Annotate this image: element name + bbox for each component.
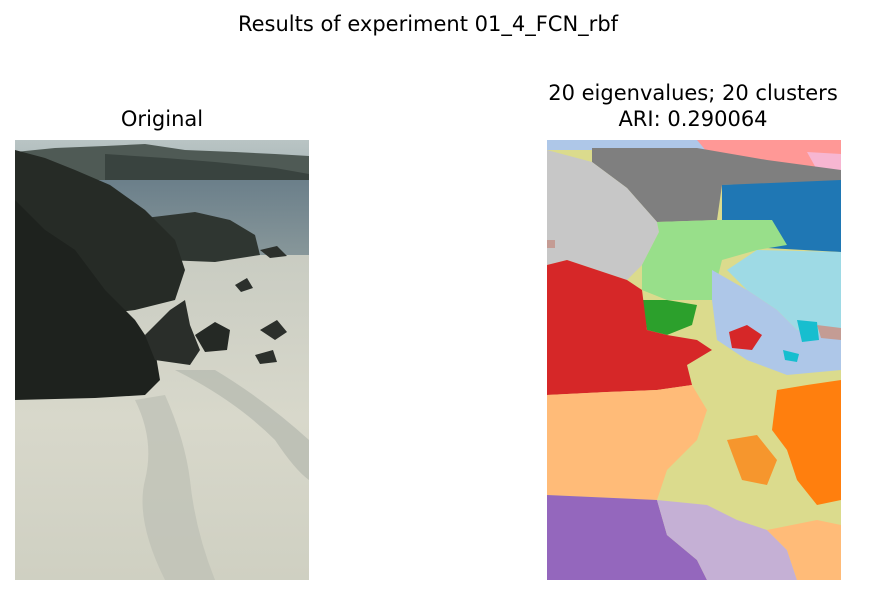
- seg-red-spot: [729, 325, 762, 350]
- figure-suptitle: Results of experiment 01_4_FCN_rbf: [237, 12, 619, 36]
- original-image: [15, 140, 309, 580]
- far-hills-2: [105, 154, 309, 182]
- seg-orange: [772, 380, 841, 505]
- rock-5: [255, 350, 277, 364]
- segmentation-image: [547, 140, 841, 580]
- seg-top-strip: [547, 140, 841, 150]
- seg-peach-bottom: [767, 520, 841, 580]
- seg-green: [642, 300, 697, 335]
- seg-cyan-2: [783, 350, 799, 362]
- seg-lavender: [657, 500, 797, 580]
- seg-gray: [592, 148, 841, 222]
- segmentation-panel-title: 20 eigenvalues; 20 clusters ARI: 0.29006…: [508, 80, 878, 132]
- seg-red: [547, 260, 712, 395]
- rock-3: [260, 320, 287, 340]
- segmentation-title-line2: ARI: 0.290064: [618, 107, 768, 131]
- seg-blue: [722, 180, 841, 252]
- rock-2: [195, 322, 230, 352]
- seg-peach: [547, 385, 707, 500]
- seg-cyan: [797, 320, 819, 342]
- original-panel-title: Original: [120, 107, 204, 131]
- rock-6: [260, 246, 287, 258]
- seg-tan: [817, 325, 841, 340]
- rock-1: [145, 300, 200, 365]
- seg-brown-spot: [547, 240, 555, 248]
- seg-purple: [547, 495, 707, 580]
- surf-band-2: [175, 370, 309, 480]
- foreground-cliff: [15, 200, 160, 400]
- segmentation-title-line1: 20 eigenvalues; 20 clusters: [548, 81, 838, 105]
- seg-light-green: [642, 220, 787, 300]
- seg-pink: [697, 140, 841, 170]
- seg-light-gray: [547, 150, 659, 280]
- surf-band: [135, 395, 215, 580]
- rock-4: [235, 278, 253, 292]
- seg-light-cyan: [727, 250, 841, 340]
- seg-orange-2: [727, 435, 777, 485]
